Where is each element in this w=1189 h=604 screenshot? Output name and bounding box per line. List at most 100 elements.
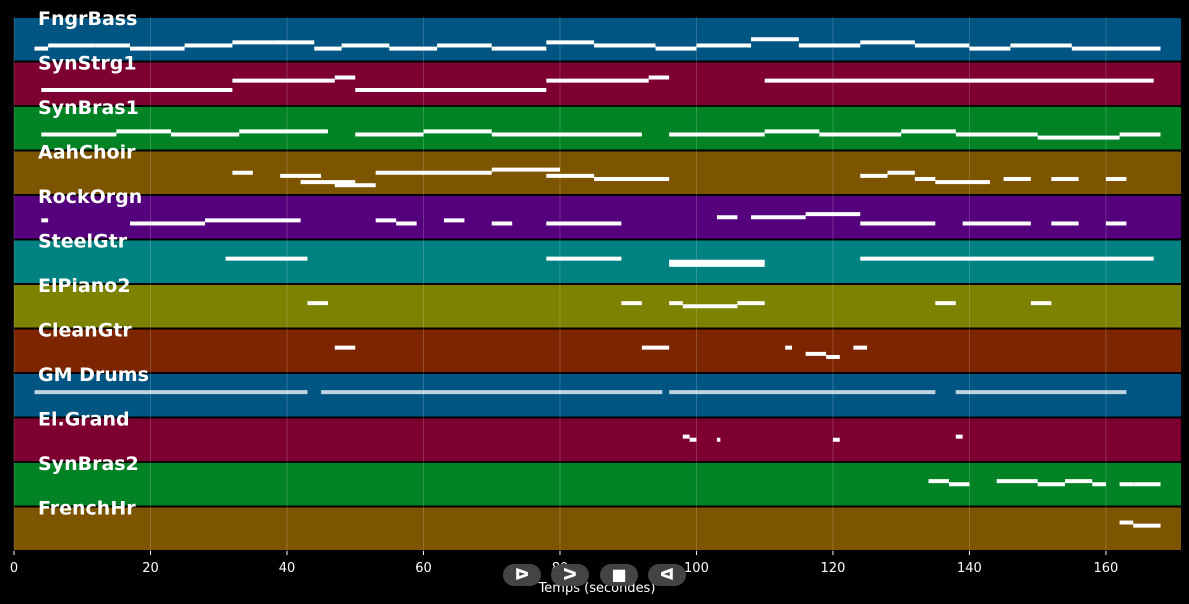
note-3-6: [546, 173, 595, 178]
note-4-13: [1051, 221, 1079, 226]
note-9-3: [832, 437, 840, 442]
note-3-8: [860, 173, 888, 178]
note-4-14: [1105, 221, 1127, 226]
note-9-4: [955, 434, 963, 439]
note-6-0: [307, 301, 328, 306]
note-9-1: [689, 437, 697, 442]
note-1-3: [355, 87, 547, 92]
fast-forward-button[interactable]: ᐳ: [551, 564, 589, 586]
note-7-1: [641, 345, 670, 350]
x-tick-label-8: 160: [1094, 561, 1119, 576]
note-7-5: [853, 345, 868, 350]
note-4-11: [860, 221, 936, 226]
note-3-12: [1003, 176, 1031, 181]
note-2-2: [170, 132, 240, 137]
track-band-5: [14, 240, 1181, 283]
track-band-8: [14, 374, 1181, 417]
note-2-10: [901, 129, 956, 134]
note-0-5: [232, 40, 274, 45]
note-9-2: [716, 437, 721, 442]
track-band-3: [14, 151, 1181, 194]
rewind-button[interactable]: ᐊ: [648, 564, 686, 586]
note-9-0: [682, 434, 690, 439]
grid-layer: [13, 17, 1107, 551]
note-2-11: [955, 132, 1038, 137]
note-3-0: [232, 170, 253, 175]
x-tick-label-7: 140: [957, 561, 982, 576]
note-8-0: [34, 390, 308, 395]
labels-layer: FngrBass SynStrg1 SynBras1 AahChoir RockOrgn…: [38, 8, 149, 520]
note-3-5: [491, 167, 560, 172]
x-tick-label-1: 20: [142, 561, 159, 576]
note-2-0: [41, 132, 117, 137]
note-3-14: [1105, 176, 1127, 181]
track-label-8: GM Drums: [38, 364, 149, 386]
track-label-2: SynBras1: [38, 97, 139, 119]
note-8-2: [669, 390, 936, 395]
track-band-11: [14, 507, 1181, 550]
track-band-9: [14, 418, 1181, 461]
x-axis-ticks: 020406080100120140160: [10, 551, 1118, 576]
fast-forward-icon: ᐳ: [562, 565, 578, 584]
note-1-5: [648, 75, 670, 80]
track-label-3: AahChoir: [38, 142, 136, 164]
x-tick-label-3: 60: [415, 561, 432, 576]
note-0-14: [655, 46, 697, 51]
note-3-3: [334, 183, 376, 188]
note-4-9: [751, 215, 806, 220]
note-4-8: [716, 215, 738, 220]
stop-button[interactable]: ■: [600, 564, 638, 586]
play-button[interactable]: ᐅ: [503, 564, 541, 586]
track-label-11: FrenchHr: [38, 498, 136, 520]
note-4-4: [396, 221, 417, 226]
tracks-layer: [14, 18, 1181, 550]
note-3-10: [914, 176, 936, 181]
note-0-23: [1119, 46, 1161, 51]
x-tick-label-0: 0: [10, 561, 18, 576]
note-10-8: [1133, 482, 1161, 487]
note-0-18: [860, 40, 915, 45]
track-band-0: [14, 18, 1181, 61]
note-0-2: [95, 43, 131, 48]
note-4-6: [491, 221, 513, 226]
x-tick-label-2: 40: [279, 561, 296, 576]
note-5-3: [669, 259, 765, 264]
note-1-1: [232, 78, 335, 83]
note-1-2: [334, 75, 356, 80]
note-0-9: [389, 46, 438, 51]
note-2-13: [1119, 132, 1161, 137]
note-8-1: [321, 390, 663, 395]
note-0-0: [34, 46, 49, 51]
note-3-13: [1051, 176, 1079, 181]
note-3-1: [280, 173, 322, 178]
note-1-6: [764, 78, 1154, 83]
note-6-6: [1030, 301, 1052, 306]
track-band-10: [14, 463, 1181, 506]
track-band-1: [14, 62, 1181, 105]
note-0-22: [1071, 46, 1120, 51]
note-7-3: [805, 351, 827, 356]
note-2-12: [1037, 135, 1120, 140]
note-11-1: [1133, 523, 1161, 528]
note-1-0: [41, 87, 233, 92]
note-5-2: [669, 262, 765, 267]
stop-icon: ■: [611, 565, 627, 584]
note-11-0: [1119, 520, 1134, 525]
note-0-8: [341, 43, 390, 48]
note-4-1: [130, 221, 206, 226]
track-label-9: El.Grand: [38, 409, 130, 431]
note-3-9: [887, 170, 915, 175]
note-4-3: [375, 218, 397, 223]
note-4-0: [41, 218, 49, 223]
x-tick-label-6: 120: [821, 561, 846, 576]
note-10-3: [1024, 479, 1038, 484]
note-0-6: [273, 40, 315, 45]
track-band-6: [14, 285, 1181, 328]
notes-layer: [34, 37, 1161, 528]
note-10-7: [1119, 482, 1134, 487]
note-6-4: [737, 301, 765, 306]
note-0-20: [969, 46, 1011, 51]
play-outline-icon: ᐅ: [514, 565, 530, 584]
note-2-7: [669, 132, 765, 137]
